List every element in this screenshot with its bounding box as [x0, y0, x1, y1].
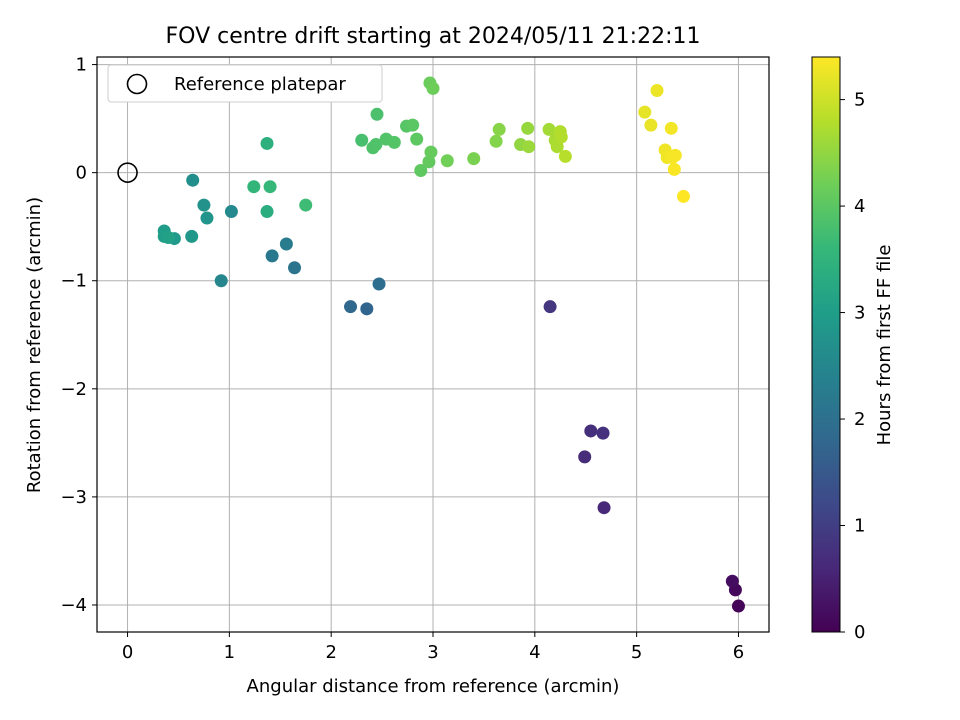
x-axis-ticks: 0 1 2 3 4 5 6 [122, 632, 744, 663]
data-point [467, 152, 481, 166]
x-tick-label: 4 [529, 642, 540, 663]
data-point [489, 134, 503, 148]
data-point [299, 198, 313, 212]
colorbar: 0 1 2 3 4 5 Hours from first FF file [811, 56, 895, 643]
colorbar-gradient [812, 57, 840, 632]
colorbar-frame [811, 56, 841, 633]
y-axis-label: Rotation from reference (arcmin) [24, 197, 45, 493]
data-point [426, 81, 440, 95]
y-axis-ticks: −4 −3 −2 −1 0 1 [60, 55, 97, 616]
colorbar-label: Hours from first FF file [874, 245, 895, 446]
colorbar-tick-label: 2 [854, 409, 865, 430]
data-point [360, 302, 374, 316]
legend-marker-reference [126, 73, 148, 95]
reference-platepar-marker [117, 162, 138, 183]
data-point [597, 501, 611, 515]
legend: Reference platepar [107, 64, 383, 103]
data-point [668, 148, 682, 162]
data-point [344, 300, 358, 314]
data-point [265, 249, 279, 263]
data-point [667, 162, 681, 176]
data-point [638, 105, 652, 119]
legend-label-reference: Reference platepar [174, 74, 346, 95]
data-point [543, 300, 557, 314]
colorbar-tick-label: 0 [854, 622, 865, 643]
x-axis-label: Angular distance from reference (arcmin) [247, 676, 620, 697]
data-point [725, 574, 739, 588]
data-point [664, 121, 678, 135]
colorbar-tick-label: 3 [854, 303, 865, 324]
data-point [355, 133, 369, 147]
x-tick-label: 6 [733, 642, 744, 663]
x-tick-label: 1 [224, 642, 235, 663]
data-point [522, 140, 536, 154]
data-point [186, 173, 200, 187]
data-point [650, 84, 664, 98]
y-tick-label: −1 [60, 271, 87, 292]
data-point [492, 122, 506, 136]
x-tick-label: 3 [427, 642, 438, 663]
legend-box [107, 64, 383, 103]
data-point [554, 130, 568, 144]
data-point [584, 424, 598, 438]
colorbar-ticks: 0 1 2 3 4 5 [840, 90, 865, 643]
data-point [410, 132, 424, 146]
colorbar-tick-label: 1 [854, 516, 865, 537]
y-tick-label: 0 [76, 163, 87, 184]
data-point [214, 274, 228, 288]
data-point [279, 237, 293, 251]
data-point [370, 107, 384, 121]
data-point [578, 450, 592, 464]
data-point [263, 180, 277, 194]
data-point [260, 205, 274, 219]
y-tick-label: −4 [60, 595, 87, 616]
data-point [676, 189, 690, 203]
data-point [185, 229, 199, 243]
x-tick-label: 5 [631, 642, 642, 663]
data-point [731, 599, 745, 613]
colorbar-tick-label: 4 [854, 196, 865, 217]
data-point [197, 198, 211, 212]
data-point [200, 211, 214, 225]
plot-area: 0 1 2 3 4 5 6 −4 −3 −2 −1 0 1 [60, 55, 770, 663]
data-point [414, 163, 428, 177]
data-point [558, 149, 572, 163]
y-tick-label: −3 [60, 487, 87, 508]
grid-lines [97, 57, 769, 632]
y-tick-label: −2 [60, 379, 87, 400]
data-point [224, 205, 238, 219]
points-layer [157, 76, 745, 613]
data-point [550, 140, 564, 154]
data-point [406, 118, 420, 132]
data-point [644, 118, 658, 132]
data-point [440, 154, 454, 168]
chart-title: FOV centre drift starting at 2024/05/11 … [166, 24, 701, 49]
x-tick-label: 2 [325, 642, 336, 663]
data-point [542, 122, 556, 136]
data-point [422, 155, 436, 169]
data-point [288, 261, 302, 275]
x-tick-label: 0 [122, 642, 133, 663]
data-point [369, 138, 383, 152]
data-point [596, 426, 610, 440]
colorbar-tick-label: 5 [854, 90, 865, 111]
data-point [260, 136, 274, 150]
y-tick-label: 1 [76, 55, 87, 76]
data-point [521, 121, 535, 135]
data-point [387, 135, 401, 149]
data-point [424, 145, 438, 159]
reference-layer [117, 162, 138, 183]
data-point [247, 180, 261, 194]
data-point [161, 230, 175, 244]
data-point [372, 277, 386, 291]
